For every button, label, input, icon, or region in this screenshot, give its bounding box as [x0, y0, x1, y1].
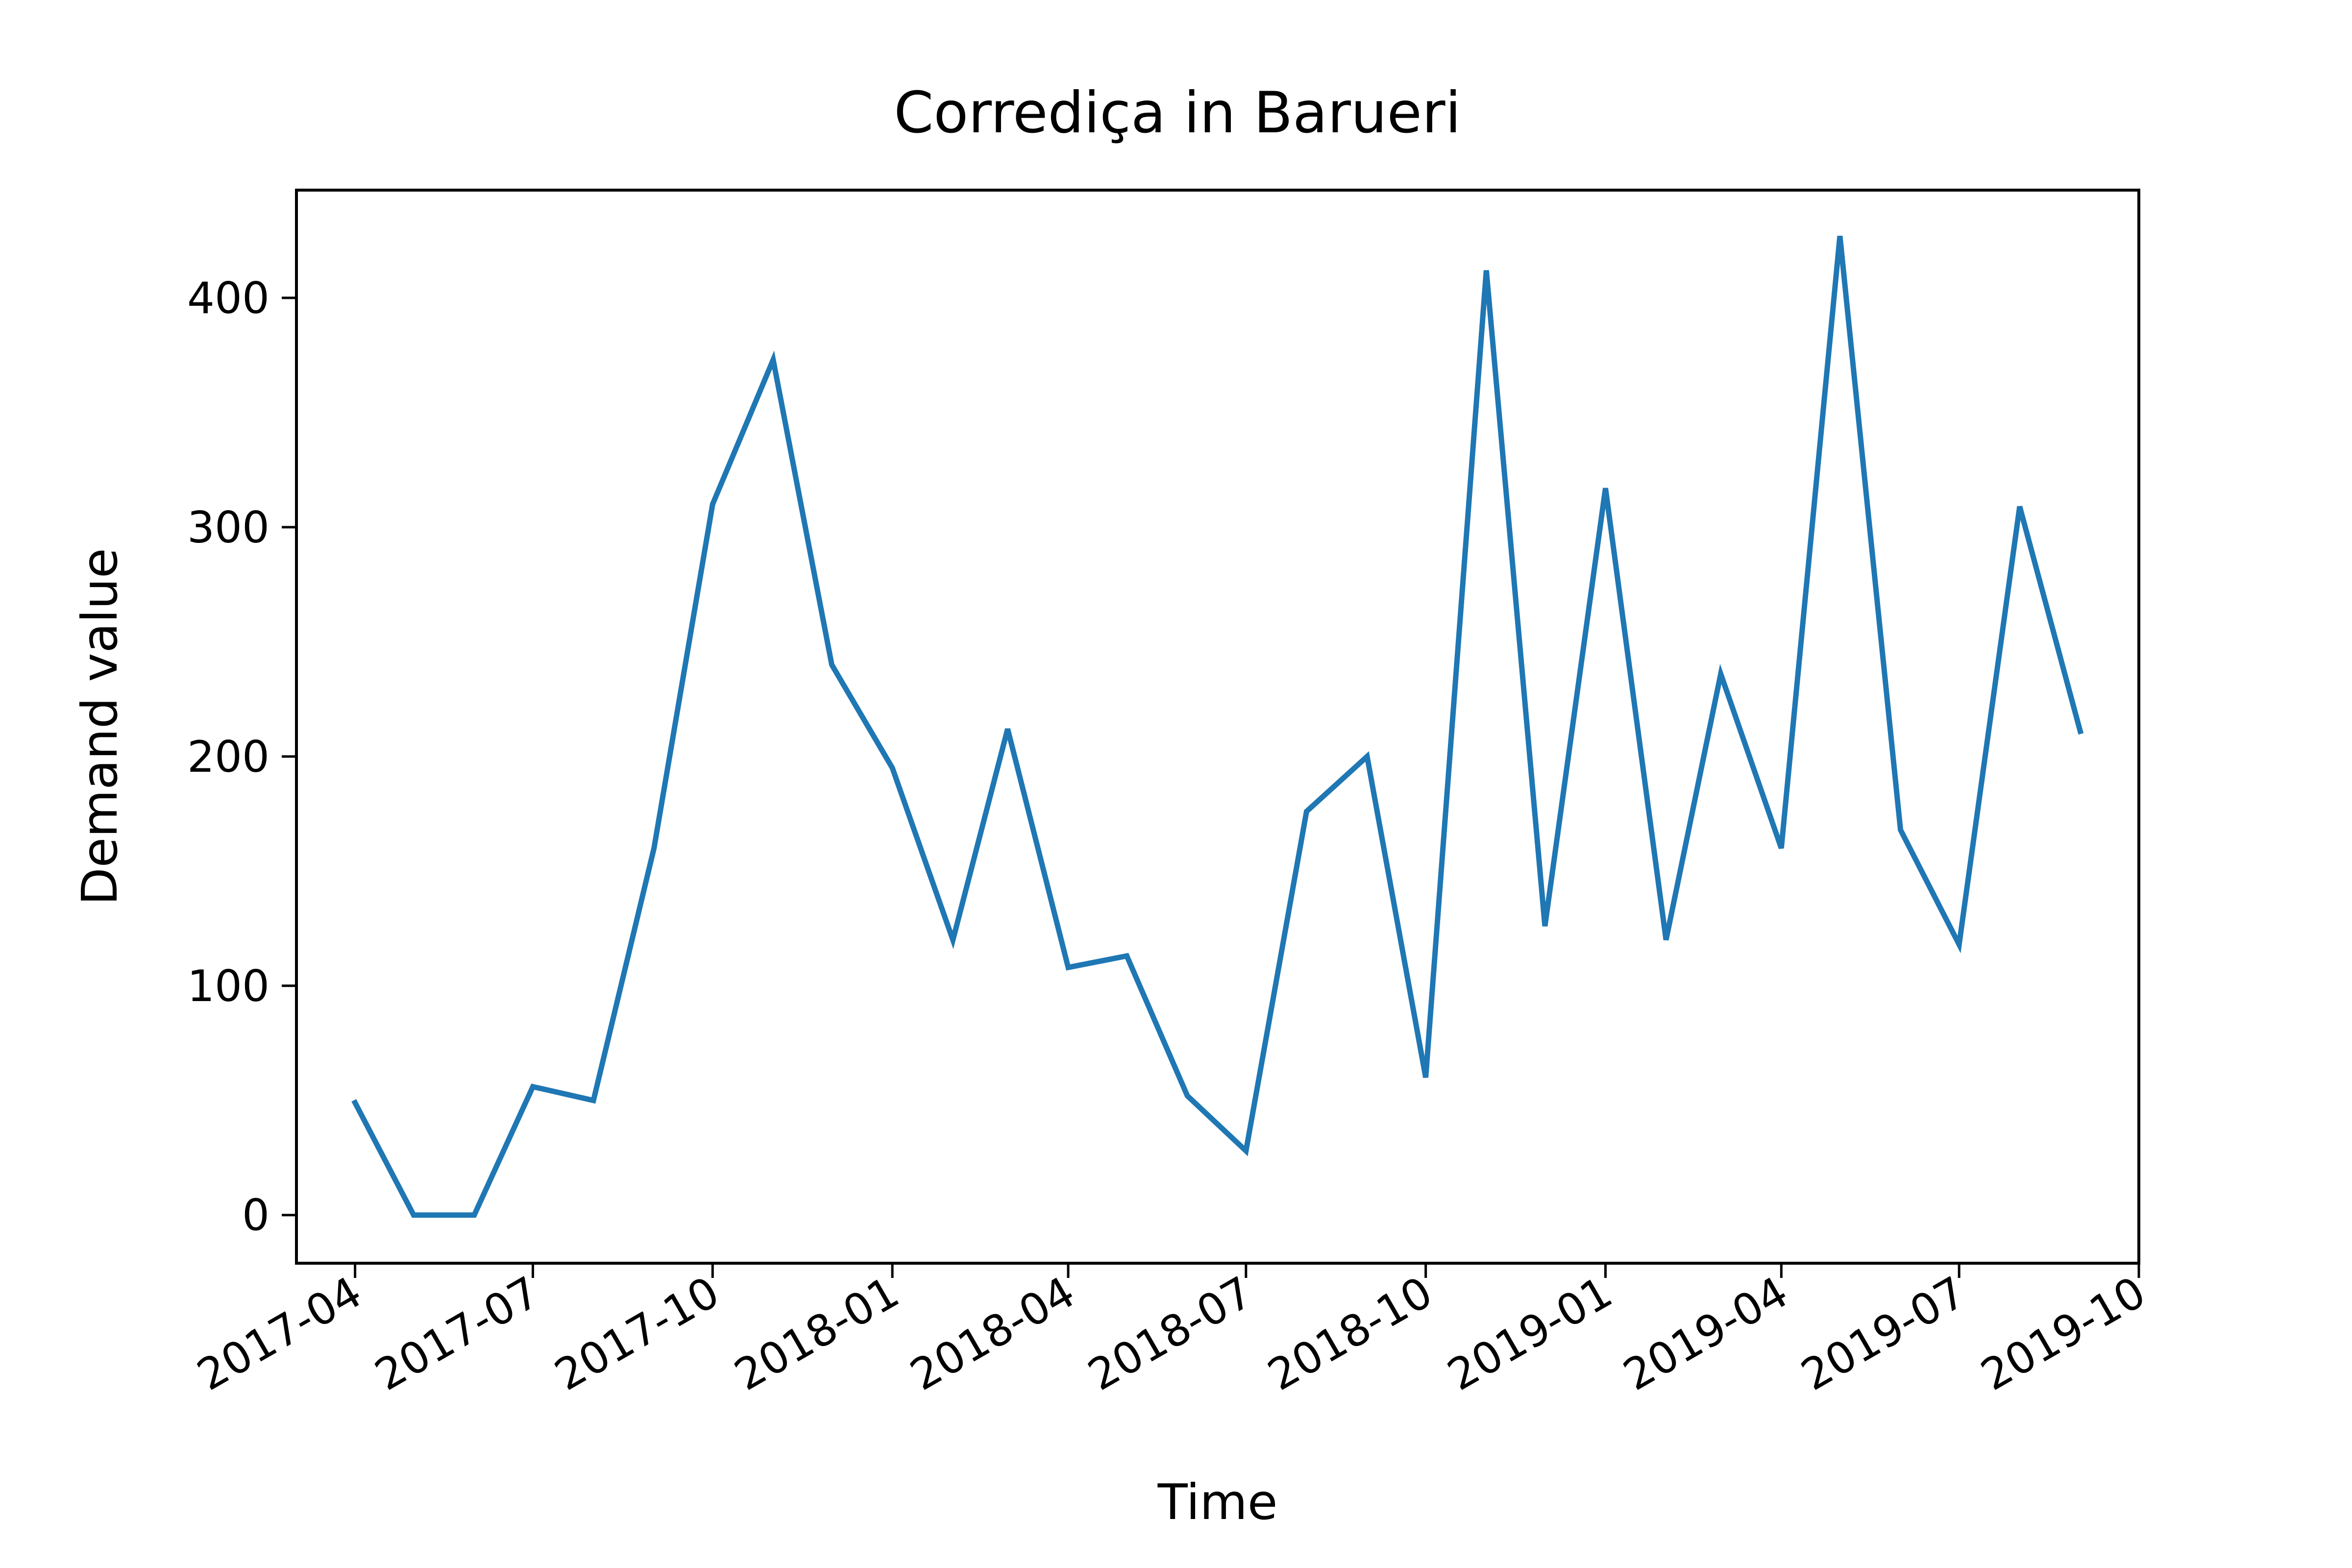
- axes-frame: [295, 189, 2140, 1265]
- chart-title: Corrediça in Barueri: [894, 80, 1461, 146]
- series-line: [351, 236, 2084, 1218]
- y-axis: 0 100 200 300 400: [187, 273, 296, 1241]
- x-axis-label: Time: [1157, 1473, 1278, 1531]
- plot-area: [351, 236, 2084, 1218]
- y-tick-label: 100: [187, 961, 270, 1011]
- y-tick-label: 300: [187, 502, 270, 553]
- y-tick-label: 400: [187, 273, 270, 323]
- y-axis-label: Demand value: [71, 548, 128, 905]
- y-tick-label: 0: [242, 1190, 270, 1241]
- y-tick-label: 200: [187, 732, 270, 782]
